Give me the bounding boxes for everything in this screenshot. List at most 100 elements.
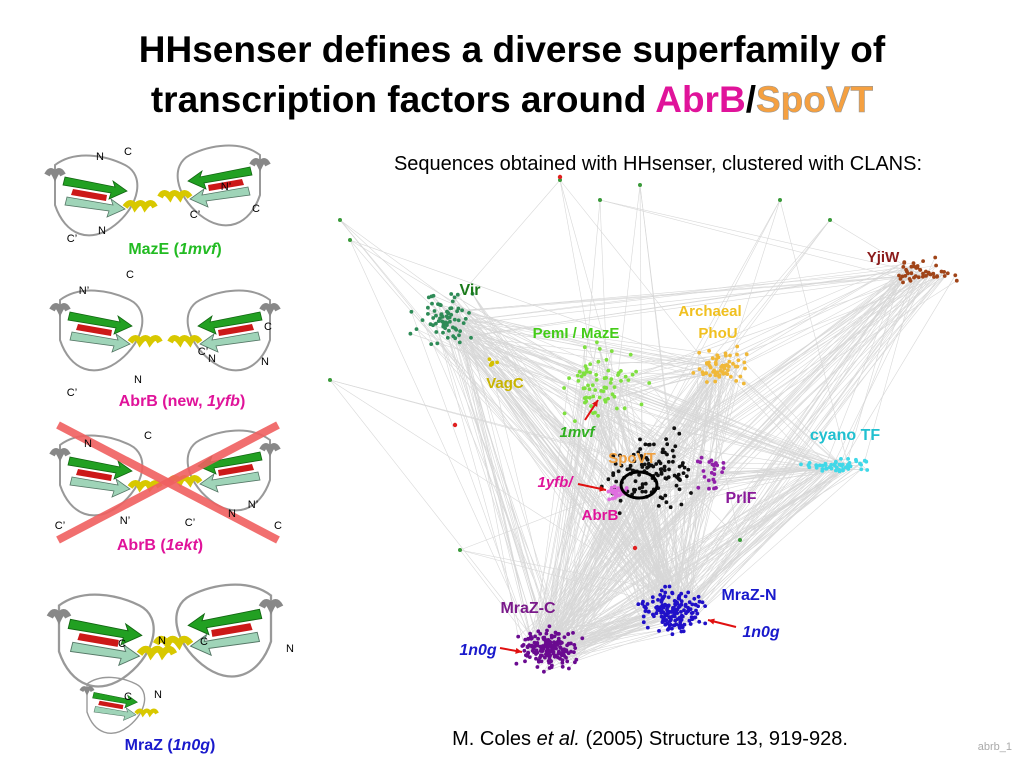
- terminus-label: N: [158, 635, 166, 647]
- title-abrb: AbrB: [655, 79, 745, 120]
- coil: [59, 434, 144, 517]
- edge: [674, 372, 716, 613]
- edge: [552, 449, 664, 637]
- dot: [612, 385, 617, 389]
- edge: [573, 375, 716, 653]
- edge: [658, 273, 949, 632]
- dot: [572, 643, 577, 647]
- edge: [339, 219, 664, 619]
- edge: [536, 464, 832, 645]
- dot: [670, 448, 675, 453]
- dot: [536, 629, 541, 634]
- dot: [616, 371, 621, 375]
- edge: [656, 266, 912, 474]
- dot: [645, 625, 650, 630]
- edge: [447, 312, 564, 651]
- dot: [587, 395, 592, 400]
- dot: [328, 378, 332, 382]
- dot: [655, 605, 659, 610]
- strand: [76, 324, 112, 336]
- dot: [643, 442, 648, 447]
- dot: [837, 462, 842, 467]
- strand: [69, 331, 131, 353]
- coil: [54, 154, 139, 237]
- dot: [707, 348, 711, 353]
- terminus-label: C: [124, 146, 132, 158]
- helix: [127, 335, 163, 348]
- dot: [916, 275, 921, 280]
- dot: [712, 368, 716, 373]
- dot: [665, 605, 670, 609]
- dot: [909, 264, 914, 269]
- edge: [525, 398, 609, 656]
- dot: [673, 444, 678, 449]
- edge: [646, 266, 912, 469]
- dot: [712, 486, 716, 491]
- dot: [566, 632, 571, 637]
- edge: [339, 219, 623, 483]
- dot: [545, 628, 549, 633]
- dot: [710, 356, 715, 361]
- dot: [595, 340, 599, 345]
- dot: [588, 362, 593, 366]
- caption-id: 1ekt: [166, 537, 199, 554]
- dot: [703, 604, 707, 608]
- subtitle: Sequences obtained with HHsenser, cluste…: [394, 153, 922, 175]
- dot: [525, 645, 530, 650]
- dot: [677, 604, 682, 609]
- dot: [534, 656, 538, 661]
- edge: [612, 360, 739, 395]
- dot: [670, 614, 675, 619]
- edge: [554, 488, 715, 643]
- dot: [587, 387, 592, 392]
- dot: [708, 373, 712, 378]
- dot: [452, 422, 458, 428]
- dot: [677, 487, 682, 492]
- edge: [458, 308, 532, 639]
- dot: [614, 479, 619, 484]
- edge: [349, 239, 728, 375]
- edge: [435, 323, 542, 648]
- dot: [546, 659, 551, 663]
- edge: [702, 372, 741, 541]
- dot: [553, 630, 558, 635]
- dot: [467, 311, 471, 315]
- dot: [630, 372, 635, 377]
- dot: [606, 489, 611, 494]
- dot: [814, 465, 819, 470]
- edge: [674, 266, 904, 605]
- dot: [542, 669, 546, 674]
- dot: [687, 618, 692, 623]
- dot: [567, 376, 571, 380]
- dot: [823, 463, 828, 467]
- dot: [544, 631, 549, 636]
- dot: [455, 292, 460, 297]
- dot: [644, 606, 648, 611]
- dot: [469, 335, 473, 340]
- dot: [935, 274, 939, 279]
- dot: [560, 658, 565, 663]
- dot: [516, 634, 521, 639]
- strand: [98, 700, 124, 710]
- dot: [865, 468, 870, 472]
- structure-caption: AbrB (1ekt): [117, 537, 203, 554]
- dot: [651, 612, 655, 617]
- dot: [607, 497, 612, 502]
- dot: [942, 270, 946, 274]
- dot: [667, 623, 672, 628]
- dot: [444, 314, 449, 319]
- edge: [559, 621, 700, 659]
- edge: [604, 387, 823, 472]
- dot: [677, 464, 682, 469]
- dot: [864, 459, 869, 464]
- dot: [839, 457, 843, 461]
- dot: [656, 504, 661, 508]
- dot: [834, 460, 838, 465]
- edge: [625, 376, 674, 608]
- caption-prefix: MraZ (: [125, 737, 174, 754]
- dot: [657, 459, 661, 464]
- dot: [606, 477, 611, 482]
- caption-prefix: AbrB (: [117, 537, 167, 554]
- dot: [636, 602, 641, 607]
- dot: [603, 399, 608, 403]
